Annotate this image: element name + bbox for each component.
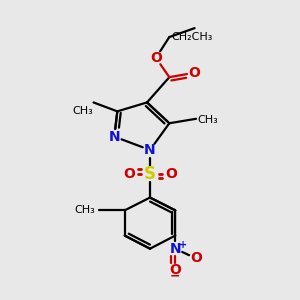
Text: O: O: [169, 263, 181, 278]
Text: O: O: [123, 167, 135, 181]
Text: −: −: [170, 270, 181, 283]
Text: CH₃: CH₃: [73, 106, 94, 116]
Text: O: O: [189, 66, 200, 80]
Text: +: +: [178, 240, 187, 250]
Text: O: O: [165, 167, 177, 181]
Text: N: N: [109, 130, 120, 144]
Text: O: O: [190, 251, 202, 266]
Text: S: S: [144, 165, 156, 183]
Text: CH₃: CH₃: [198, 115, 218, 125]
Text: N: N: [144, 143, 156, 157]
Text: CH₃: CH₃: [74, 205, 95, 215]
Text: CH₂CH₃: CH₂CH₃: [171, 32, 213, 42]
Text: N: N: [169, 242, 181, 256]
Text: O: O: [150, 51, 162, 65]
